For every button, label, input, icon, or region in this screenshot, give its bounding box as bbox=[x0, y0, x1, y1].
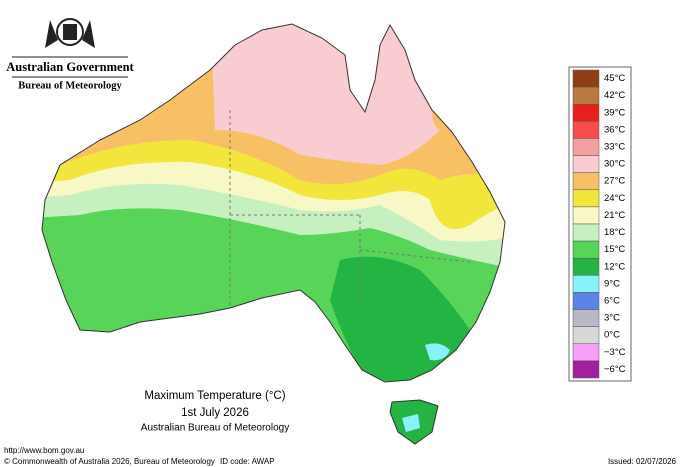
agency-name: Bureau of Meteorology bbox=[18, 80, 122, 91]
legend-swatch bbox=[572, 275, 600, 293]
legend-label: −3°C bbox=[604, 347, 626, 358]
legend-label: 42°C bbox=[604, 90, 625, 101]
legend-label: 12°C bbox=[604, 261, 625, 272]
legend-swatch bbox=[572, 86, 600, 105]
map-date: 1st July 2026 bbox=[181, 407, 249, 419]
crest bbox=[12, 18, 128, 58]
map-source: Australian Bureau of Meteorology bbox=[141, 423, 289, 434]
legend-swatch bbox=[572, 240, 600, 259]
url: http://www.bom.gov.au bbox=[4, 446, 84, 455]
legend-label: 36°C bbox=[604, 124, 625, 135]
legend-label: 24°C bbox=[604, 193, 625, 204]
legend-label: 18°C bbox=[604, 227, 625, 238]
legend-label: 3°C bbox=[604, 313, 620, 324]
government-name: Australian Government bbox=[6, 60, 134, 74]
legend-swatch bbox=[572, 172, 600, 191]
legend-swatch bbox=[572, 69, 600, 88]
legend-swatch bbox=[572, 121, 600, 139]
legend-swatch bbox=[572, 223, 600, 242]
legend-label: 0°C bbox=[604, 330, 620, 341]
id-code: ID code: AWAP bbox=[220, 457, 275, 466]
legend-label: 15°C bbox=[604, 244, 625, 255]
legend-swatch bbox=[572, 189, 600, 208]
legend-label: −6°C bbox=[604, 364, 626, 375]
legend-swatch bbox=[572, 360, 600, 379]
legend-label: 27°C bbox=[604, 176, 625, 187]
legend-frame bbox=[568, 66, 632, 382]
legend-label: 21°C bbox=[604, 210, 625, 221]
legend-swatch bbox=[572, 309, 600, 327]
legend-label: 9°C bbox=[604, 278, 620, 289]
map-title: Maximum Temperature (°C) bbox=[144, 390, 285, 402]
issued-date: Issued: 02/07/2026 bbox=[608, 457, 677, 466]
legend-label: 33°C bbox=[604, 142, 625, 153]
legend-swatch bbox=[572, 103, 600, 122]
legend-swatch bbox=[572, 138, 600, 156]
legend-label: 30°C bbox=[604, 159, 625, 170]
coastline bbox=[41, 23, 506, 383]
legend-label: 6°C bbox=[604, 296, 620, 307]
legend-swatch bbox=[572, 206, 600, 225]
legend-swatch bbox=[572, 326, 600, 345]
legend-swatch bbox=[572, 155, 600, 173]
legend-swatch bbox=[572, 343, 600, 362]
legend: 45°C 42°C 39°C 36°C 33°C 30°C 27°C 24°C 21°C 18°C… bbox=[568, 66, 632, 382]
legend-label: 39°C bbox=[604, 107, 625, 118]
legend-label: 45°C bbox=[604, 73, 625, 84]
tasmania-cold-area bbox=[402, 414, 420, 432]
copyright: © Commonwealth of Australia 2026, Bureau… bbox=[4, 457, 215, 466]
legend-swatch bbox=[572, 292, 600, 310]
legend-swatch bbox=[572, 257, 600, 276]
